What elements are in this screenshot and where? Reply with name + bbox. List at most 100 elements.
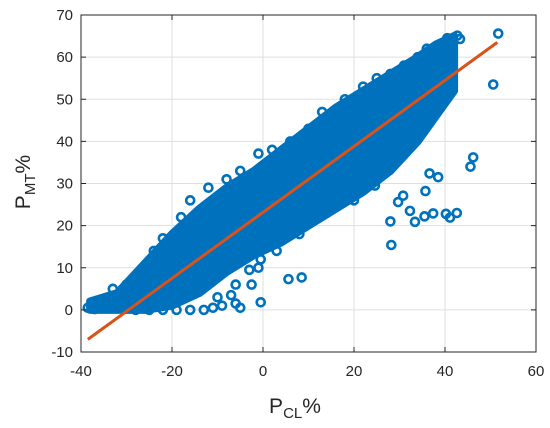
- scatter-point: [432, 171, 444, 183]
- scatter-point: [435, 39, 446, 50]
- scatter-point: [237, 206, 248, 218]
- scatter-point: [212, 291, 223, 303]
- scatter-point: [89, 303, 100, 315]
- scatter-point: [230, 298, 241, 309]
- scatter-point: [294, 228, 305, 240]
- scatter-point: [148, 245, 160, 257]
- y-tick-label: 30: [56, 176, 73, 193]
- scatter-point: [230, 279, 241, 290]
- scatter-point: [419, 211, 430, 222]
- scatter-point: [404, 205, 416, 217]
- scatter-point: [157, 304, 169, 316]
- y-tick-label: 70: [56, 7, 73, 24]
- scatter-point: [253, 148, 264, 159]
- scatter-point: [175, 211, 187, 223]
- point-cloud: [86, 32, 459, 314]
- x-axis-subscript: CL: [283, 405, 302, 422]
- scatter-point: [225, 289, 237, 301]
- scatter-point: [407, 119, 419, 130]
- scatter-point: [157, 232, 169, 244]
- scatter-point: [385, 216, 396, 227]
- x-axis-label: PCL%: [269, 395, 321, 422]
- y-tick-label: 60: [56, 49, 73, 66]
- scatter-point: [420, 185, 431, 197]
- scatter-point: [427, 208, 439, 219]
- scatter-point: [216, 300, 228, 311]
- scatter-point: [107, 283, 119, 295]
- scatter-point: [418, 72, 429, 84]
- scatter-point: [116, 302, 128, 314]
- scatter-point: [221, 173, 232, 185]
- scatter-point: [366, 173, 378, 185]
- scatter-point: [246, 279, 257, 290]
- scatter-point: [316, 106, 328, 118]
- scatter-point: [203, 182, 214, 194]
- tick-labels: -40 -20 0 20 40 60 -10 0 10 20 30 40 50 60 70: [51, 7, 544, 380]
- scatter-point: [424, 168, 435, 179]
- scatter-point: [171, 304, 182, 316]
- scatter-point: [443, 53, 455, 65]
- x-tick-label: -40: [70, 363, 92, 380]
- y-tick-label: 20: [56, 218, 73, 235]
- scatter-point: [421, 43, 433, 55]
- scatter-point: [207, 302, 219, 314]
- y-tick-label: 10: [56, 260, 73, 277]
- x-tick-label: 20: [346, 363, 363, 380]
- y-axis-label: PMT%: [12, 155, 39, 209]
- scatter-point: [398, 60, 410, 71]
- scatter-point: [441, 32, 453, 44]
- scatter-point: [284, 136, 296, 147]
- scatter-point: [296, 272, 307, 283]
- scatter-point: [244, 264, 255, 276]
- scatter-point: [339, 93, 351, 105]
- scatter-point: [143, 304, 155, 316]
- scatter-point: [451, 207, 463, 219]
- x-tick-label: 0: [259, 363, 267, 380]
- scatter-point: [283, 273, 294, 285]
- scatter-point: [184, 195, 196, 206]
- x-tick-label: 40: [437, 363, 454, 380]
- scatter-point: [198, 304, 210, 316]
- scatter-point: [321, 207, 333, 219]
- y-tick-label: -10: [51, 344, 73, 361]
- scatter-point: [380, 152, 392, 164]
- x-tick-label: 60: [528, 363, 545, 380]
- scatter-point: [331, 114, 343, 126]
- scatter-point: [271, 245, 282, 257]
- scatter-point: [375, 161, 387, 172]
- scatter-point: [371, 72, 383, 84]
- scatter-point: [134, 270, 146, 282]
- scatter-point: [357, 169, 369, 181]
- point-cloud-area: [86, 32, 459, 314]
- scatter-point: [255, 296, 267, 308]
- scatter-point: [412, 51, 424, 63]
- scatter-point: [125, 291, 137, 303]
- x-tick-label: -20: [161, 363, 183, 380]
- scatter-point: [409, 216, 421, 228]
- scatter-point: [421, 102, 433, 113]
- y-tick-label: 0: [65, 302, 73, 319]
- scatter-point: [397, 190, 409, 202]
- scatter-point: [98, 298, 110, 309]
- scatter-point: [348, 195, 360, 206]
- y-axis-subscript: MT: [22, 174, 39, 196]
- scatter-point: [266, 144, 278, 156]
- scatter-point: [394, 136, 405, 147]
- scatter-point: [492, 28, 504, 39]
- y-tick-label: 50: [56, 91, 73, 108]
- scatter-point: [234, 165, 246, 177]
- scatter-point: [444, 212, 456, 223]
- scatter-point: [303, 123, 314, 135]
- scatter-point: [451, 30, 463, 41]
- scatter-point: [255, 254, 267, 265]
- scatter-point: [357, 81, 369, 92]
- scatter-point: [386, 239, 397, 251]
- scatter-point: [339, 186, 351, 198]
- fit-line: [86, 41, 499, 341]
- scatter-point: [253, 262, 264, 274]
- scatter-point: [487, 79, 499, 90]
- scatter-point: [392, 196, 404, 208]
- scatter-point: [465, 161, 476, 172]
- scatter-point: [121, 279, 132, 290]
